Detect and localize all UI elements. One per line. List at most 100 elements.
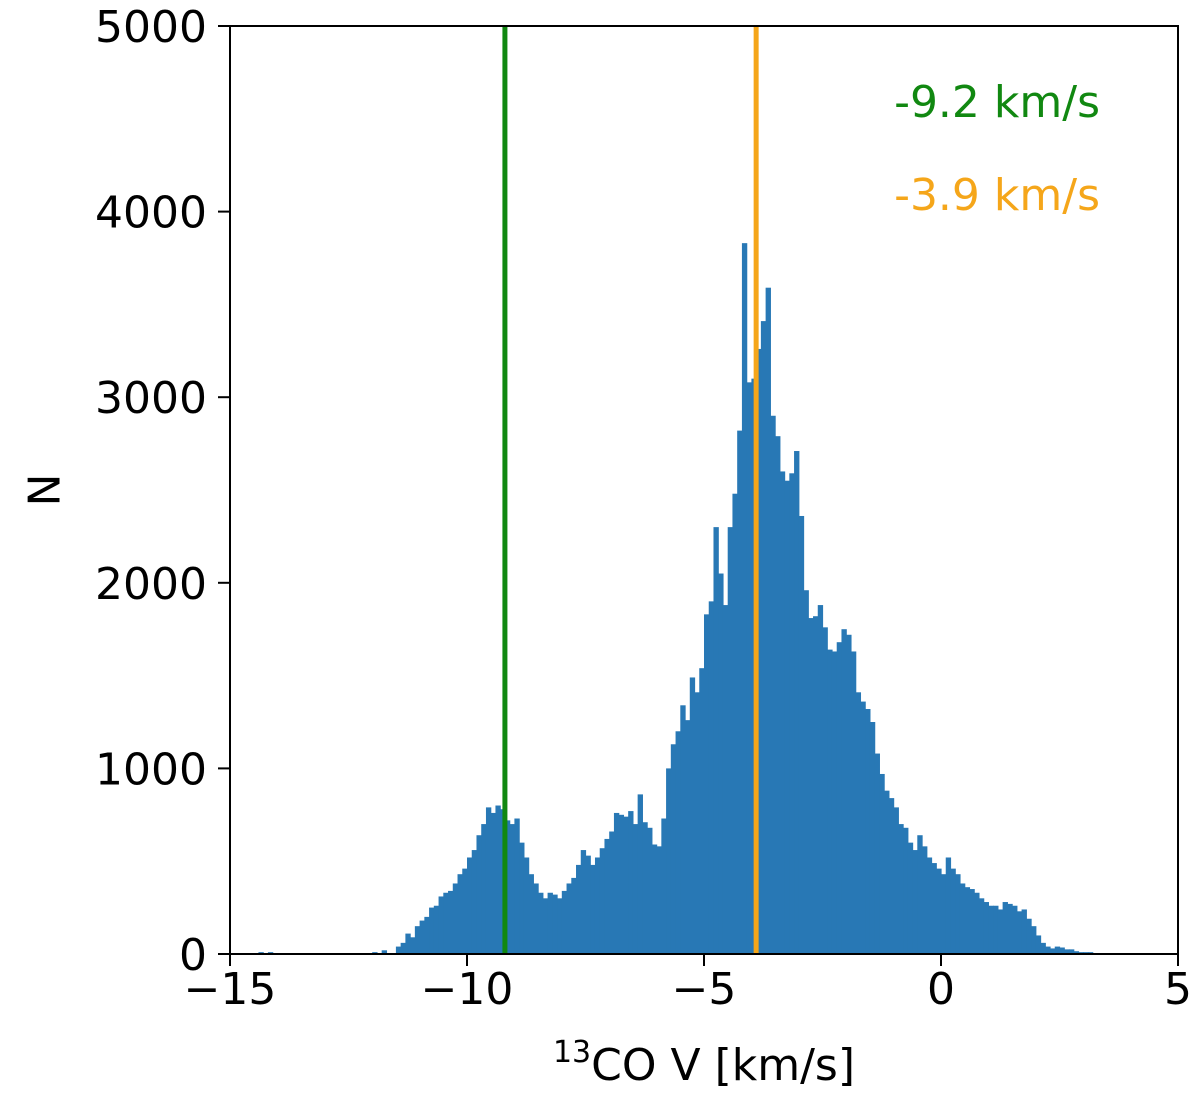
histogram-bar [490,812,497,954]
histogram-bar [808,618,814,954]
histogram-bar [993,905,999,954]
histogram-bar [874,753,880,954]
histogram-bar [594,857,601,954]
histogram-bar [1054,946,1061,954]
histogram-bar [528,874,534,954]
histogram-bar [1021,909,1027,954]
histogram-bar [770,415,776,954]
histogram-bar [1050,948,1056,954]
histogram-bar [765,287,771,954]
y-tick-label: 3000 [95,373,207,424]
histogram-bar [680,705,686,954]
histogram-bar [941,874,947,954]
histogram-bar [737,430,743,954]
histogram-bar [988,905,994,954]
vline-label-0: -9.2 km/s [894,77,1100,128]
histogram-bar [395,946,402,954]
histogram-bar [1012,905,1018,954]
histogram-bar [727,527,734,954]
histogram-bar [1007,903,1013,954]
histogram-bar [552,894,558,954]
x-axis-label-superscript: 13 [553,1035,591,1070]
histogram-bar [699,668,705,954]
histogram-bar [760,321,767,955]
histogram-bar [1064,949,1070,954]
histogram-bar [817,605,824,954]
histogram-bar [557,898,563,954]
histogram-bar [414,926,421,954]
histogram-bar [813,616,819,954]
histogram-bar [514,818,520,954]
histogram-bar [850,651,857,954]
histogram-bar [618,814,625,954]
histogram-bar [841,629,847,954]
histogram-bar [685,720,691,954]
histogram-bar [485,807,492,954]
histogram-bar [576,864,582,954]
histogram-bar [893,807,899,954]
histogram-bar [547,892,553,954]
histogram-bar [400,942,406,954]
histogram-bar [855,692,862,954]
histogram-bar [613,812,620,954]
histogram-bar [722,605,729,954]
histogram-bar [1026,918,1032,954]
histogram-bar [632,824,639,954]
x-axis-label: 13CO V [km/s] [553,1035,855,1091]
histogram-bar [865,709,871,954]
histogram-bar [827,649,833,954]
histogram-bar [1045,946,1051,954]
histogram-bars [230,243,1165,955]
histogram-bar [448,890,454,954]
histogram-bar [670,744,677,954]
histogram-bar [708,601,715,954]
histogram-bar [433,905,440,954]
histogram-bar [504,820,511,954]
histogram-bar [647,827,653,954]
histogram-bar [381,950,388,954]
histogram-bar [922,846,928,954]
histogram-bar [898,824,904,954]
histogram-bar [784,480,790,954]
reference-lines [502,26,759,954]
x-axis-label-text: CO V [km/s] [591,1040,855,1091]
histogram-bar [926,857,933,954]
histogram-bar [590,864,596,954]
histogram-bar [405,933,411,954]
y-tick-label: 5000 [95,2,207,53]
histogram-bar [604,838,610,954]
histogram-bar [571,877,577,954]
histogram-bar [623,816,629,954]
histogram-bar [1031,926,1037,954]
x-tick-label: −10 [421,964,514,1015]
histogram-bar [642,822,648,954]
histogram-bar [429,907,435,954]
histogram-bar [542,898,549,954]
histogram-bar [666,768,672,954]
histogram-bar [974,892,980,954]
histogram-bar [462,868,468,954]
histogram-bar [860,701,866,954]
histogram-bar [803,590,809,954]
histogram-bar [964,887,971,954]
histogram-bar [637,794,643,954]
histogram-bar [831,651,838,954]
histogram-bar [779,471,786,954]
histogram-bar [656,846,662,954]
histogram-bar [959,883,966,954]
histogram-bar [533,883,539,954]
histogram-bar [704,614,710,954]
histogram-bar [509,824,515,954]
vline-label-1: -3.9 km/s [894,170,1100,221]
y-tick-label: 4000 [95,188,207,239]
y-tick-label: 0 [179,930,207,981]
y-tick-label: 1000 [95,744,207,795]
x-tick-label: 0 [927,964,955,1015]
histogram-bar [775,436,781,954]
histogram-bar [495,805,501,954]
histogram-bar [471,850,478,954]
histogram-bar [443,892,449,954]
histogram-bar [628,811,634,954]
y-axis-ticks: 0 1000 2000 3000 4000 5000 [95,2,230,981]
